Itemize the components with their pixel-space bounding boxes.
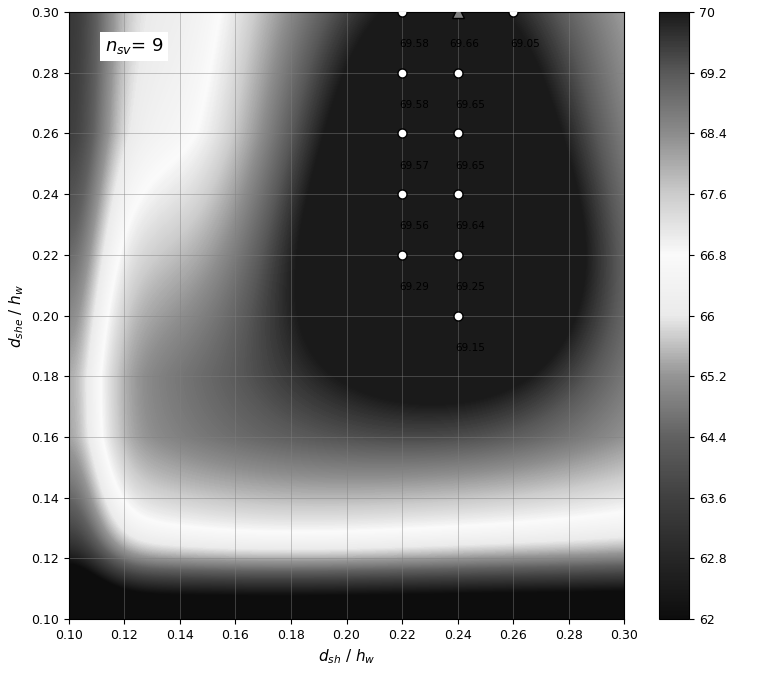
Text: 69.56: 69.56: [400, 221, 429, 232]
Y-axis label: $d_{she}$ / $h_w$: $d_{she}$ / $h_w$: [7, 283, 25, 348]
X-axis label: $d_{sh}$ / $h_w$: $d_{sh}$ / $h_w$: [318, 647, 375, 666]
Text: 69.64: 69.64: [455, 221, 484, 232]
Text: 69.25: 69.25: [455, 282, 484, 292]
Text: 69.05: 69.05: [511, 39, 540, 49]
Text: $n_{sv}$= 9: $n_{sv}$= 9: [105, 36, 164, 57]
Text: 69.58: 69.58: [400, 39, 429, 49]
Text: 69.58: 69.58: [400, 100, 429, 110]
Text: 69.66: 69.66: [449, 39, 479, 49]
Text: 69.65: 69.65: [455, 161, 484, 171]
Text: 69.65: 69.65: [455, 100, 484, 110]
Text: 69.15: 69.15: [455, 343, 484, 353]
Text: 69.29: 69.29: [400, 282, 429, 292]
Text: 69.57: 69.57: [400, 161, 429, 171]
